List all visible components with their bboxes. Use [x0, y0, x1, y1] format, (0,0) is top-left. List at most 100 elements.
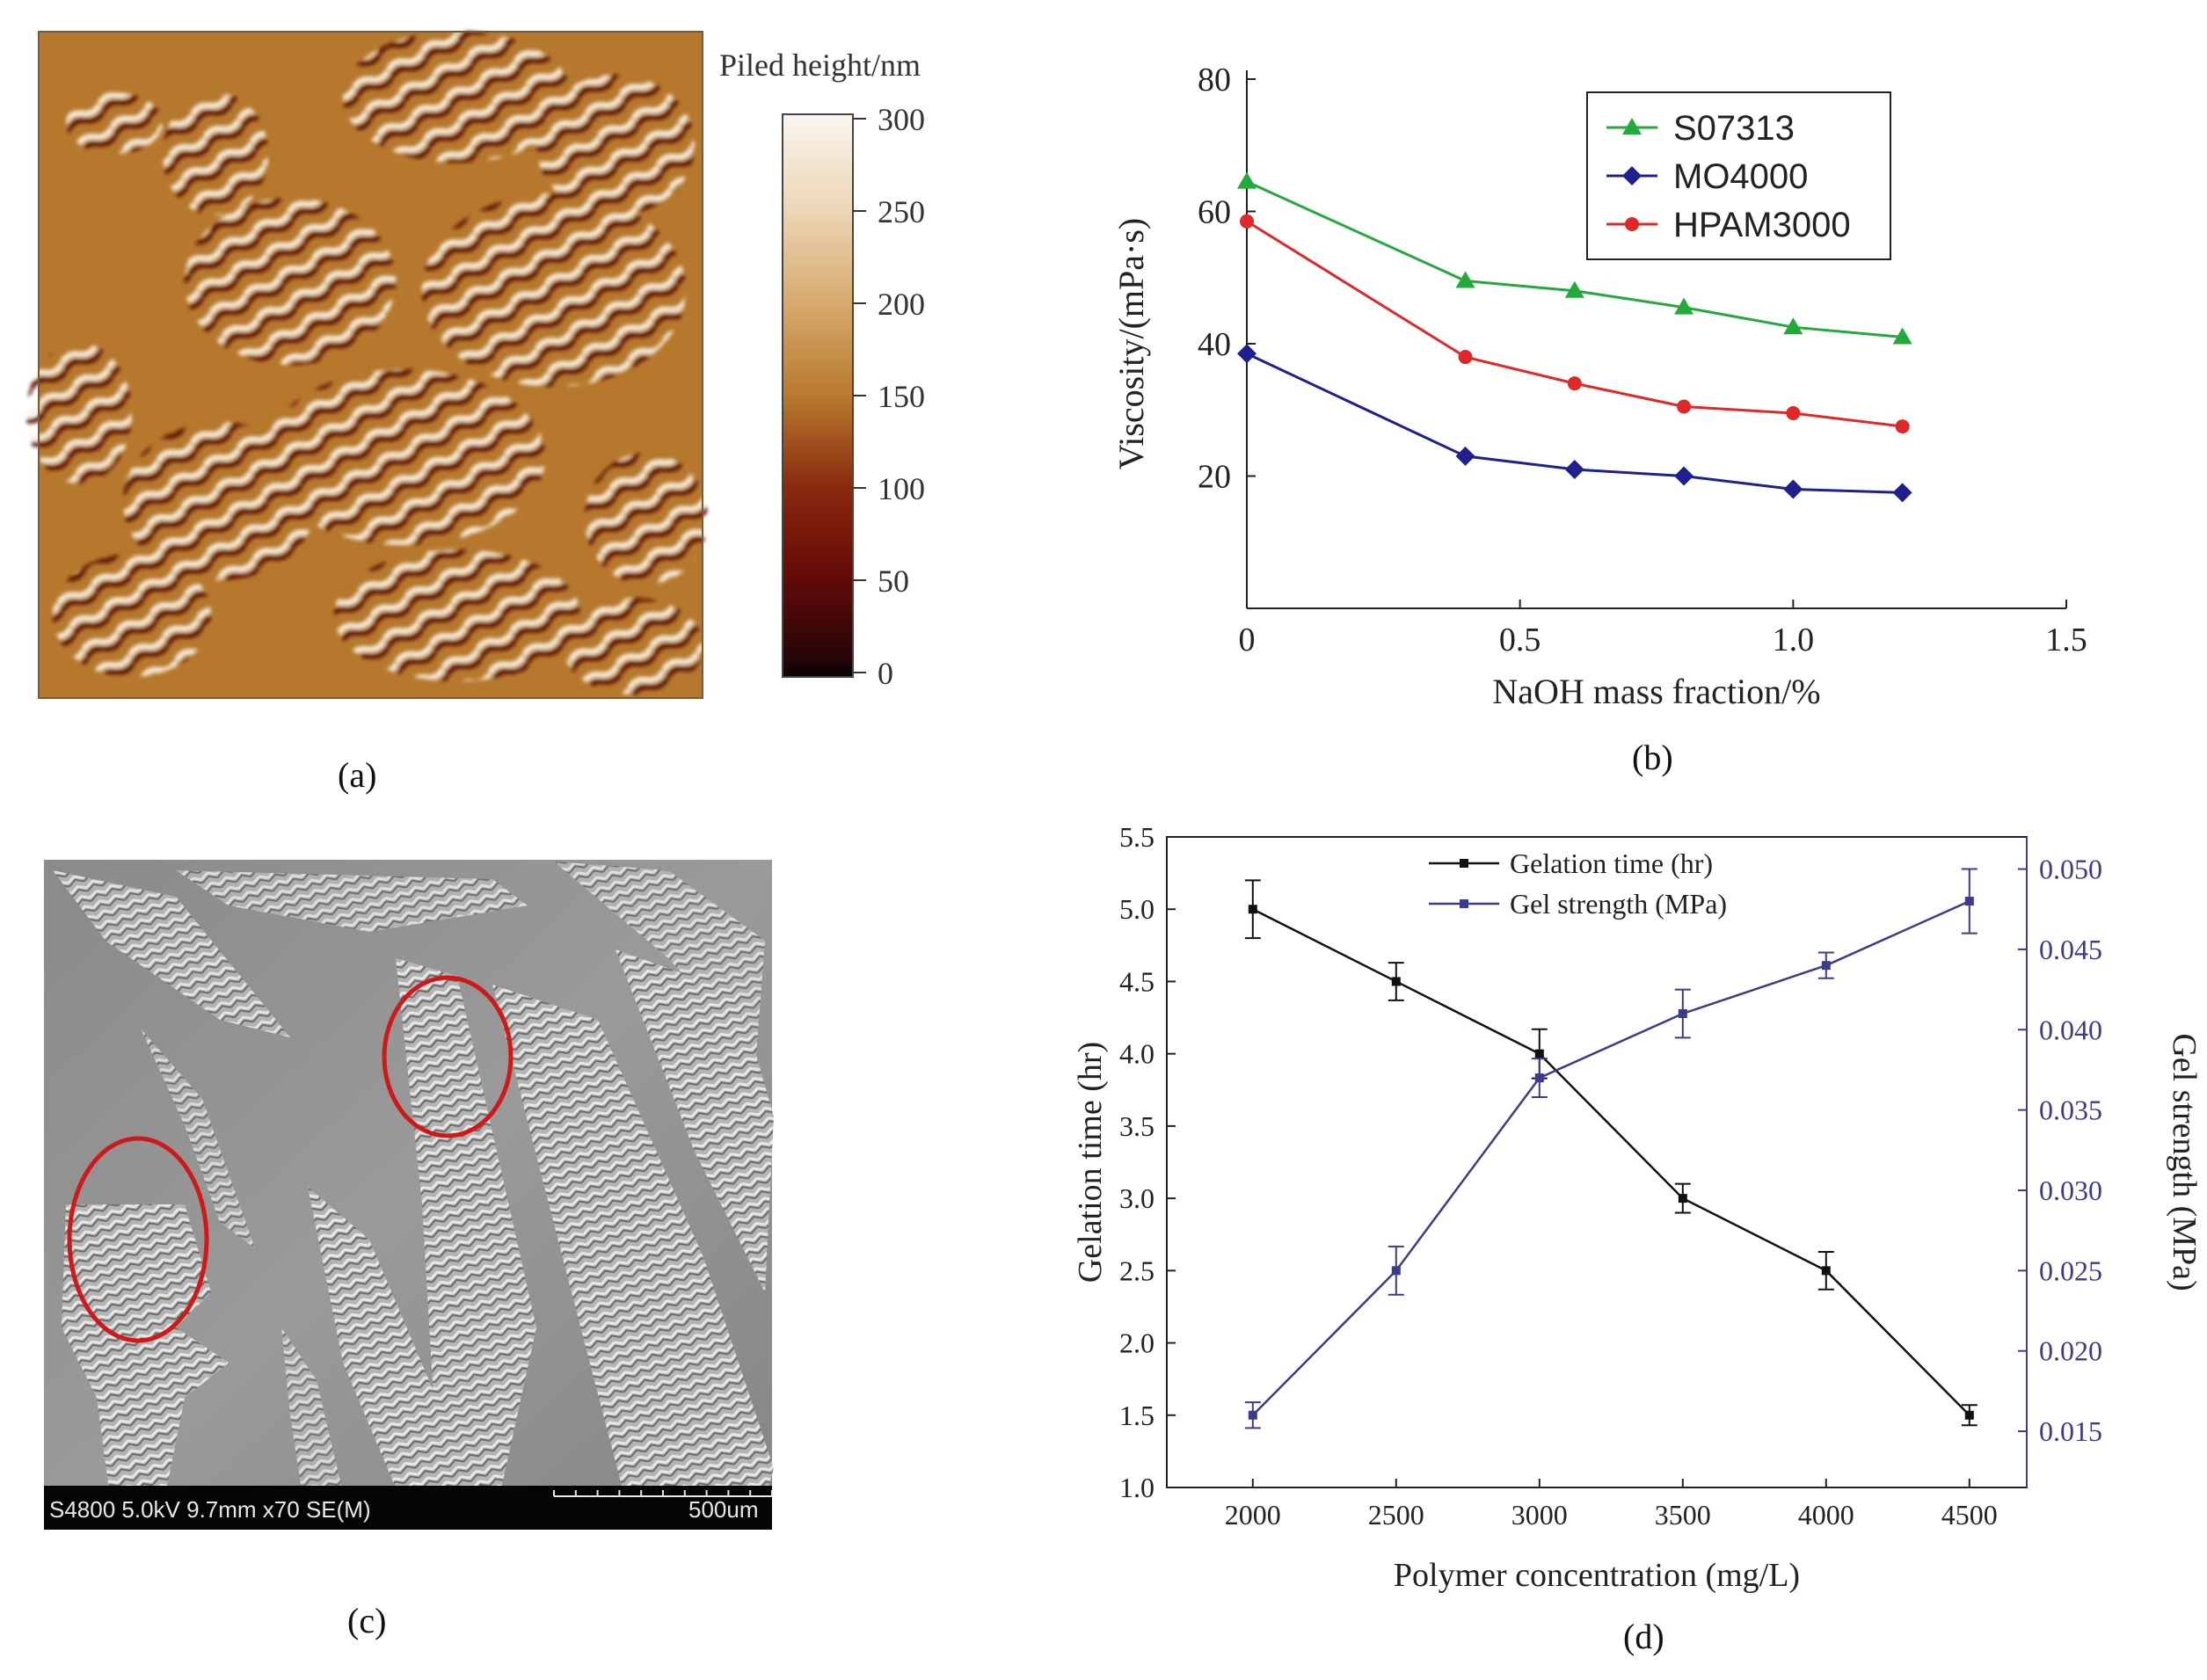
- data-point: [1237, 171, 1256, 189]
- data-point: [1821, 1266, 1831, 1276]
- y-tick-label: 2.0: [1119, 1327, 1154, 1359]
- data-point: [1237, 344, 1256, 364]
- y-tick-label: 80: [1198, 62, 1231, 98]
- sem-figure: S4800 5.0kV 9.7mm x70 SE(M) 500um: [44, 860, 774, 1530]
- y2-tick-label: 0.025: [2039, 1255, 2102, 1286]
- data-point: [1678, 1194, 1687, 1204]
- y-tick-label: 3.0: [1119, 1182, 1154, 1214]
- viscosity-chart: 20 40 60 80 0 0.5 1.0 1.5 NaOH mass fraction/% Vi…: [1111, 62, 2087, 711]
- y2-tick-label: 0.050: [2039, 854, 2102, 885]
- sem-info-text: S4800 5.0kV 9.7mm x70 SE(M): [49, 1496, 371, 1523]
- data-point: [1391, 1266, 1401, 1276]
- series-line-mo4000: [1246, 352, 1903, 494]
- panel-c: S4800 5.0kV 9.7mm x70 SE(M) 500um (c): [0, 835, 1020, 1676]
- data-point: [1674, 466, 1694, 486]
- data-point: [1458, 350, 1473, 365]
- data-point: [1567, 376, 1582, 391]
- legend-label: S07313: [1673, 109, 1795, 148]
- colorbar-tick-label: 0: [878, 656, 893, 691]
- caption-b: (b): [1632, 738, 1673, 777]
- legend-marker: [1460, 899, 1468, 908]
- data-point: [1821, 961, 1831, 971]
- highlight-circle: [382, 975, 514, 1138]
- x-tick-label: 4500: [1941, 1499, 1998, 1531]
- colorbar-title: Piled height/nm: [719, 47, 921, 83]
- x-tick-label: 2500: [1368, 1499, 1424, 1531]
- data-point: [1674, 297, 1694, 315]
- colorbar-tick-label: 100: [878, 471, 925, 506]
- y-tick-label: 3.5: [1119, 1110, 1154, 1142]
- y2-tick-label: 0.035: [2039, 1095, 2102, 1126]
- y-tick-label: 1.5: [1119, 1400, 1154, 1431]
- x-tick-label: 0.5: [1499, 622, 1541, 658]
- x-tick-label: 3500: [1655, 1499, 1711, 1531]
- data-point: [1534, 1073, 1544, 1083]
- colorbar-tick-label: 200: [878, 287, 925, 322]
- x-axis-title: Polymer concentration (mg/L): [1394, 1557, 1800, 1594]
- legend-label: MO4000: [1673, 157, 1808, 196]
- data-point: [1248, 905, 1257, 914]
- series-line-hpam3000: [1246, 220, 1903, 428]
- legend: S07313 MO4000 HPAM3000: [1586, 91, 1891, 260]
- data-point: [1783, 479, 1803, 499]
- caption-c: (c): [347, 1601, 387, 1640]
- y-axis-title: Gelation time (hr): [1072, 1042, 1109, 1283]
- legend-marker: [1460, 859, 1468, 868]
- colorbar-tick-label: 150: [878, 379, 925, 414]
- y-tick-label: 4.5: [1119, 965, 1154, 997]
- data-point: [1892, 483, 1912, 503]
- data-point: [1895, 419, 1910, 434]
- legend-marker: [1625, 217, 1639, 231]
- data-point: [1455, 271, 1475, 288]
- x-tick-label: 0: [1239, 622, 1256, 658]
- y2-tick-label: 0.020: [2039, 1335, 2102, 1367]
- y-tick-label: 4.0: [1119, 1038, 1154, 1070]
- colorbar-ticks: 300 250 200 150 100 50 0: [853, 102, 925, 691]
- y-tick-label: 20: [1198, 459, 1231, 496]
- y-tick-label: 40: [1198, 326, 1231, 363]
- data-point: [1240, 214, 1254, 229]
- legend-label: Gel strength (MPa): [1510, 888, 1727, 920]
- data-point: [1783, 317, 1803, 335]
- data-point: [1964, 897, 1974, 906]
- data-point: [1534, 1049, 1544, 1058]
- legend-marker: [1622, 166, 1642, 185]
- data-point: [1564, 280, 1584, 298]
- colorbar-tick-label: 300: [878, 102, 925, 137]
- data-point: [1677, 399, 1692, 414]
- caption-a: (a): [338, 755, 377, 795]
- data-point: [1391, 977, 1401, 986]
- sem-dendrites: [53, 862, 774, 1530]
- data-point: [1678, 1008, 1687, 1018]
- legend: Gelation time (hr) Gel strength (MPa): [1429, 847, 1727, 920]
- plot-frame: [1166, 836, 2028, 1488]
- afm-figure: Piled height/nm 300 250 200 150 100 50 0: [26, 31, 925, 699]
- data-point: [1564, 459, 1584, 479]
- panel-b: 20 40 60 80 0 0.5 1.0 1.5 NaOH mass fraction/% Vi…: [1055, 0, 2207, 791]
- data-point: [1964, 1410, 1974, 1420]
- legend-label: Gelation time (hr): [1510, 847, 1713, 879]
- legend-marker: [1622, 118, 1642, 135]
- panel-d: 1.0 1.5 2.0 2.5 3.0 3.5 4.0 4.5 5.0 5.5 0.015 0.020…: [1055, 818, 2207, 1676]
- colorbar-tick-label: 250: [878, 194, 925, 229]
- y2-tick-label: 0.015: [2039, 1415, 2102, 1447]
- y2-tick-label: 0.030: [2039, 1175, 2102, 1206]
- series-line-s07313: [1246, 180, 1903, 338]
- y-tick-label: 1.0: [1119, 1472, 1154, 1503]
- colorbar-tick-label: 50: [878, 564, 909, 599]
- y-tick-label: 2.5: [1119, 1255, 1154, 1286]
- data-point: [1455, 446, 1475, 466]
- y-tick-label: 5.0: [1119, 893, 1154, 925]
- y-axis-title: Viscosity/(mPa·s): [1111, 218, 1151, 469]
- y2-axis-title: Gel strength (MPa): [2166, 1033, 2203, 1291]
- scale-bar: [553, 1490, 773, 1497]
- x-tick-label: 1.5: [2045, 622, 2087, 658]
- legend-label: HPAM3000: [1673, 206, 1851, 244]
- scale-label: 500um: [688, 1496, 759, 1523]
- colorbar: [782, 113, 854, 678]
- gelation-chart: 1.0 1.5 2.0 2.5 3.0 3.5 4.0 4.5 5.0 5.5 0.015 0.020…: [1072, 821, 2203, 1594]
- x-tick-label: 2000: [1225, 1499, 1281, 1531]
- caption-d: (d): [1623, 1617, 1664, 1656]
- sem-info-bar: [44, 1486, 772, 1530]
- series-line: [1251, 899, 1970, 1416]
